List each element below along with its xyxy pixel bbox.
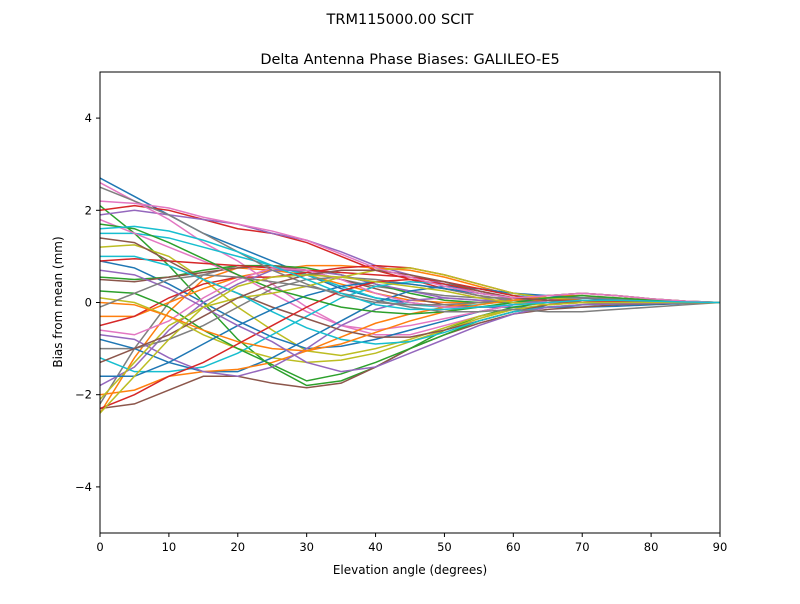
x-axis: 0 10 20 30 40 50 60 70 80 90 [96,533,727,554]
series-lines [100,177,720,414]
x-tick-label: 50 [437,540,452,554]
x-axis-label: Elevation angle (degrees) [333,563,487,577]
x-tick-label: 60 [506,540,521,554]
figure-suptitle: TRM115000.00 SCIT [326,12,474,28]
y-tick-label: −4 [75,480,92,494]
series-line-36 [100,200,720,304]
y-tick-label: 4 [85,111,92,125]
y-tick-label: −2 [75,388,92,402]
x-tick-label: 0 [96,540,103,554]
series-line-38 [100,274,720,414]
series-line-1 [100,267,720,414]
series-line-39 [100,225,720,311]
y-tick-label: 2 [85,203,92,217]
chart-title: Delta Antenna Phase Biases: GALILEO-E5 [260,52,559,68]
series-line-5 [100,301,720,410]
series-line-2 [100,205,720,387]
y-axis-label: Bias from mean (mm) [51,236,65,367]
x-tick-label: 80 [644,540,659,554]
series-line-33 [100,278,720,410]
x-tick-label: 10 [162,540,177,554]
x-tick-label: 40 [368,540,383,554]
series-line-32 [100,223,720,315]
series-line-27 [100,186,720,306]
x-tick-label: 20 [230,540,245,554]
y-axis: 4 2 0 −2 −4 [75,111,100,494]
x-tick-label: 70 [575,540,590,554]
x-tick-label: 30 [299,540,314,554]
x-tick-label: 90 [713,540,728,554]
series-line-37 [100,274,720,313]
y-tick-label: 0 [85,296,92,310]
